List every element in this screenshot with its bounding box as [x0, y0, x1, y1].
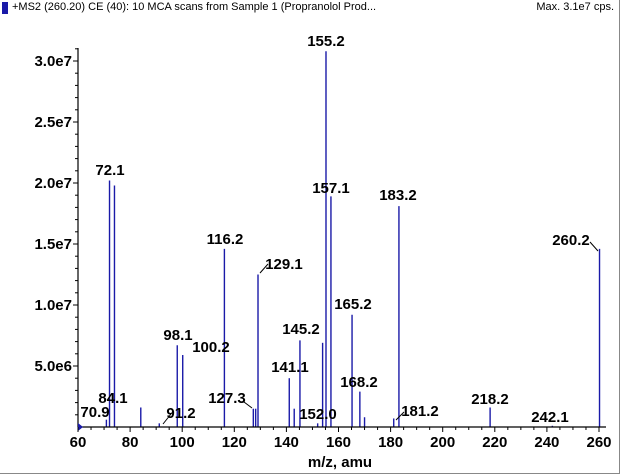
peak-label-leader: [243, 401, 253, 409]
peak-label: 242.1: [531, 409, 569, 426]
y-tick-label: 1.5e7: [34, 236, 72, 253]
x-tick-label: 180: [378, 434, 403, 451]
peak-label: 100.2: [192, 339, 230, 356]
peak-label-leader: [395, 411, 405, 421]
y-tick-label: 3.0e7: [34, 53, 72, 70]
x-tick-label: 120: [222, 434, 247, 451]
y-tick-label: 5.0e6: [34, 358, 72, 375]
peak-label: 152.0: [299, 406, 337, 423]
y-tick-label: 1.0e7: [34, 297, 72, 314]
x-tick-label: 160: [326, 434, 351, 451]
peak-label: 145.2: [282, 321, 320, 338]
x-tick-label: 140: [274, 434, 299, 451]
y-tick-label: 2.5e7: [34, 114, 72, 131]
peak-label: 155.2: [307, 33, 345, 50]
peak-label: 168.2: [340, 374, 378, 391]
axis-origin-marker-icon: [78, 423, 83, 431]
peak-label: 218.2: [471, 391, 509, 408]
peak-label: 127.3: [208, 390, 246, 407]
axes-group: 60 80 100 120 140 160 180 200 220 240 260 5.0e6 1.0e…: [34, 48, 612, 451]
peak-label: 260.2: [552, 232, 590, 249]
peak-label: 116.2: [207, 231, 244, 248]
x-tick-label: 240: [534, 434, 559, 451]
peak-label: 129.1: [265, 256, 303, 273]
x-axis-title: m/z, amu: [308, 454, 372, 471]
peak-label: 183.2: [379, 187, 417, 204]
peak-label-leader: [259, 263, 269, 274]
x-tick-label: 260: [586, 434, 611, 451]
mass-spectrum-chart: 60 80 100 120 140 160 180 200 220 240 260 5.0e6 1.0e…: [34, 33, 612, 471]
peak-label: 157.1: [312, 180, 350, 197]
peak-label: 181.2: [401, 403, 439, 420]
peak-label: 91.2: [166, 405, 195, 422]
x-tick-label: 220: [482, 434, 507, 451]
x-tick-label: 200: [430, 434, 455, 451]
peak-label: 141.1: [271, 359, 309, 376]
spectrum-header: +MS2 (260.20) CE (40): 10 MCA scans from…: [0, 0, 620, 18]
peak-label-leader: [589, 241, 599, 252]
spectrum-title: +MS2 (260.20) CE (40): 10 MCA scans from…: [12, 1, 377, 13]
trace-color-marker-icon: [2, 2, 8, 14]
peak-label-leader: [162, 413, 172, 425]
peak-label: 98.1: [163, 327, 192, 344]
y-tick-label: 2.0e7: [34, 175, 72, 192]
spectrum-window: +MS2 (260.20) CE (40): 10 MCA scans from…: [0, 0, 620, 474]
peaks-group: [105, 51, 601, 427]
x-tick-label: 80: [122, 434, 139, 451]
peak-label: 84.1: [98, 390, 127, 407]
peak-label: 72.1: [95, 162, 124, 179]
peak-label: 70.9: [80, 404, 109, 421]
peak-label: 165.2: [334, 296, 372, 313]
x-tick-label: 100: [170, 434, 195, 451]
max-intensity-label: Max. 3.1e7 cps.: [536, 1, 614, 13]
x-tick-label: 60: [70, 434, 87, 451]
